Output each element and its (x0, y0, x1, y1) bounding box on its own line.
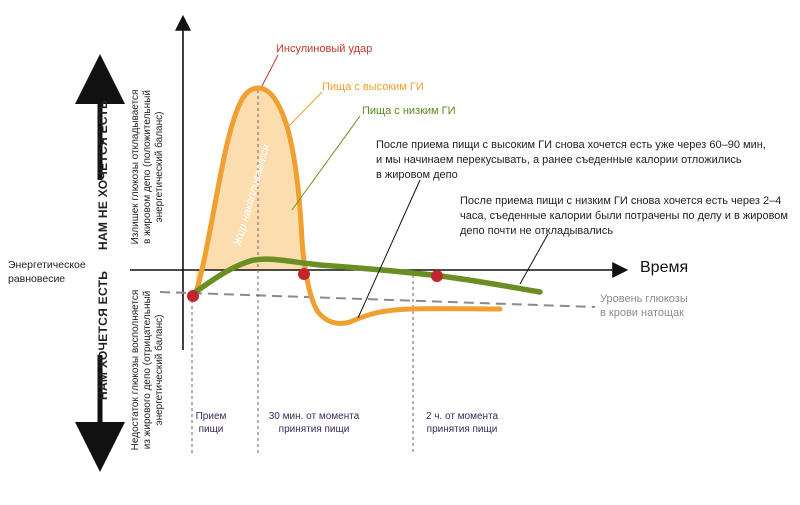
fasting-glucose-line: в крови натощак (600, 307, 684, 319)
pointer-low-gi (291, 115, 361, 211)
deficit-line: из жирового депо (отрицательный (142, 290, 153, 450)
note-low-gi-line: депо почти не откладывались (460, 225, 614, 237)
note-high-gi-line: После приема пищи с высоким ГИ снова хоч… (376, 139, 766, 151)
fasting-glucose-line (159, 291, 596, 308)
fasting-glucose-line: Уровень глюкозы (600, 293, 688, 305)
pointer-high-gi (286, 91, 323, 129)
deficit-description: Недостаток глюкозы восполняется из жиров… (130, 275, 166, 465)
time-mark-line: Прием (195, 411, 227, 422)
time-mark-line: 30 мин. от момента (268, 411, 360, 422)
x-axis-title: Время (640, 259, 689, 276)
high-gi-label: Пища с высоким ГИ (322, 81, 424, 93)
time-mark-30min: 30 мин. от момента принятия пищи (258, 410, 370, 436)
insulin-spike-label: Инсулиновый удар (276, 43, 373, 55)
not-hungry-label: НАМ НЕ ХОЧЕТСЯ ЕСТЬ (96, 99, 110, 250)
low-gi-label: Пища с низким ГИ (362, 105, 456, 117)
pointer-insulin (261, 54, 279, 87)
fasting-glucose-label: Уровень глюкозы в крови натощак (600, 292, 688, 320)
time-mark-meal: Прием пищи (188, 410, 234, 436)
note-low-gi-line: После приема пищи с низким ГИ снова хоче… (460, 195, 782, 207)
marker-meal (187, 290, 199, 302)
time-mark-line: пищи (198, 424, 224, 435)
energy-balance-line: равновесие (8, 273, 66, 285)
deficit-line: Недостаток глюкозы восполняется (130, 289, 141, 451)
fat-accumulation-area (196, 88, 303, 292)
note-high-gi-line: и мы начинаем перекусывать, а ранее съед… (376, 154, 742, 166)
pointer-note-low (519, 233, 549, 285)
surplus-description: Излишек глюкозы откладывается в жировом … (130, 72, 166, 262)
time-mark-line: принятия пищи (278, 424, 350, 435)
pointer-note-high (357, 179, 421, 319)
note-high-gi: После приема пищи с высоким ГИ снова хоч… (376, 138, 796, 183)
time-mark-line: принятия пищи (426, 424, 498, 435)
deficit-line: энергетический баланс) (154, 314, 165, 426)
high-gi-curve (193, 85, 503, 327)
time-mark-line: 2 ч. от момента (425, 411, 499, 422)
time-mark-2h: 2 ч. от момента принятия пищи (412, 410, 512, 436)
note-high-gi-line: в жировом депо (376, 169, 458, 181)
energy-balance-label: Энергетическое равновесие (8, 258, 86, 286)
surplus-line: в жировом депо (положительный (142, 90, 153, 244)
low-gi-curve (191, 256, 543, 296)
marker-2h (431, 270, 443, 282)
marker-30min (298, 268, 310, 280)
surplus-line: энергетический баланс) (154, 111, 165, 223)
energy-balance-line: Энергетическое (8, 259, 86, 271)
hungry-label: НАМ ХОЧЕТСЯ ЕСТЬ (96, 270, 110, 400)
surplus-line: Излишек глюкозы откладывается (130, 89, 141, 245)
note-low-gi-line: часа, съеденные калории были потрачены п… (460, 210, 788, 222)
note-low-gi: После приема пищи с низким ГИ снова хоче… (460, 194, 790, 239)
